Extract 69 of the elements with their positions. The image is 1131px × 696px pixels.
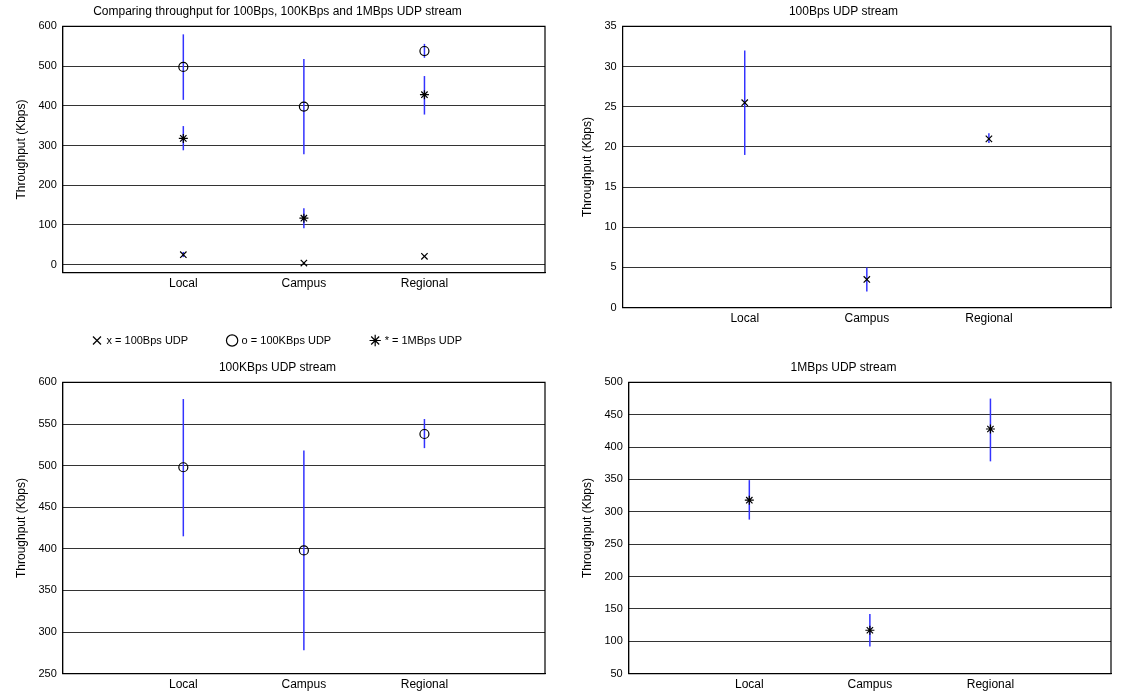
x-tick-label: Regional	[400, 276, 449, 291]
y-tick-label: 200	[604, 569, 623, 582]
y-tick-label: 10	[604, 220, 617, 233]
point	[864, 625, 875, 636]
y-tick-label: 500	[38, 59, 57, 72]
point	[744, 495, 755, 506]
y-axis-title: Throughput (Kbps)	[13, 99, 28, 200]
y-tick-label: 450	[604, 407, 623, 420]
y-tick-label: 350	[38, 583, 57, 596]
x-tick-label: Local	[730, 311, 760, 326]
point	[298, 213, 309, 224]
legend-label: * = 1MBps UDP	[384, 333, 463, 346]
x-tick-label: Campus	[847, 677, 893, 692]
point	[419, 45, 430, 57]
x-tick-label: Campus	[281, 276, 327, 291]
y-tick-label: 5	[610, 260, 617, 273]
y-tick-label: 300	[604, 504, 623, 517]
y-tick-label: 350	[604, 472, 623, 485]
y-tick-label: 300	[38, 138, 57, 151]
y-tick-label: 450	[38, 500, 57, 513]
x-tick-label: Local	[168, 276, 198, 291]
point	[298, 545, 309, 556]
y-tick-label: 150	[604, 601, 623, 614]
point	[419, 428, 430, 440]
y-tick-label: 550	[38, 417, 57, 430]
y-tick-label: 100	[604, 634, 623, 647]
chart-title: 100Bps UDP stream	[788, 3, 899, 18]
y-tick-label: 25	[604, 99, 617, 112]
x-tick-label: Local	[168, 677, 198, 692]
chart-title: 1MBps UDP stream	[790, 359, 897, 374]
y-tick-label: 600	[38, 19, 57, 32]
x-tick-label: Regional	[400, 677, 449, 692]
x-tick-label: Campus	[281, 677, 327, 692]
y-tick-label: 600	[38, 375, 57, 388]
x-tick-label: Campus	[844, 311, 890, 326]
y-tick-label: 0	[610, 300, 617, 313]
y-tick-label: 400	[604, 440, 623, 453]
chart-title: 100KBps UDP stream	[218, 359, 337, 374]
y-tick-label: 35	[604, 19, 617, 32]
x-tick-label: Local	[734, 677, 764, 692]
x-tick-label: Regional	[965, 311, 1013, 326]
y-tick-label: 250	[604, 537, 623, 550]
y-tick-label: 500	[604, 375, 623, 388]
point	[419, 89, 430, 100]
legend-label: x = 100Bps UDP	[106, 333, 189, 346]
y-tick-label: 400	[38, 541, 57, 554]
y-tick-label: 400	[38, 98, 57, 111]
y-tick-label: 500	[38, 458, 57, 471]
point	[298, 101, 309, 112]
legend-label: o = 100KBps UDP	[241, 333, 332, 346]
point	[178, 61, 189, 72]
y-axis-title: Throughput (Kbps)	[579, 477, 594, 579]
y-tick-label: 250	[38, 666, 57, 679]
chart-title: Comparing throughput for 100Bps, 100KBps and 1MBps UDP stream	[93, 3, 462, 18]
y-axis-title: Throughput (Kbps)	[579, 116, 594, 218]
point	[178, 462, 189, 473]
y-tick-label: 20	[604, 139, 617, 152]
point	[985, 423, 996, 435]
y-tick-label: 15	[604, 180, 617, 193]
y-tick-label: 300	[38, 625, 57, 638]
y-tick-label: 100	[38, 217, 57, 230]
y-tick-label: 30	[604, 59, 617, 72]
x-tick-label: Regional	[966, 677, 1015, 692]
point	[178, 133, 189, 144]
point	[863, 275, 871, 284]
y-axis-title: Throughput (Kbps)	[13, 477, 28, 579]
y-tick-label: 0	[50, 257, 57, 270]
y-tick-label: 200	[38, 178, 57, 191]
y-tick-label: 50	[610, 666, 623, 679]
